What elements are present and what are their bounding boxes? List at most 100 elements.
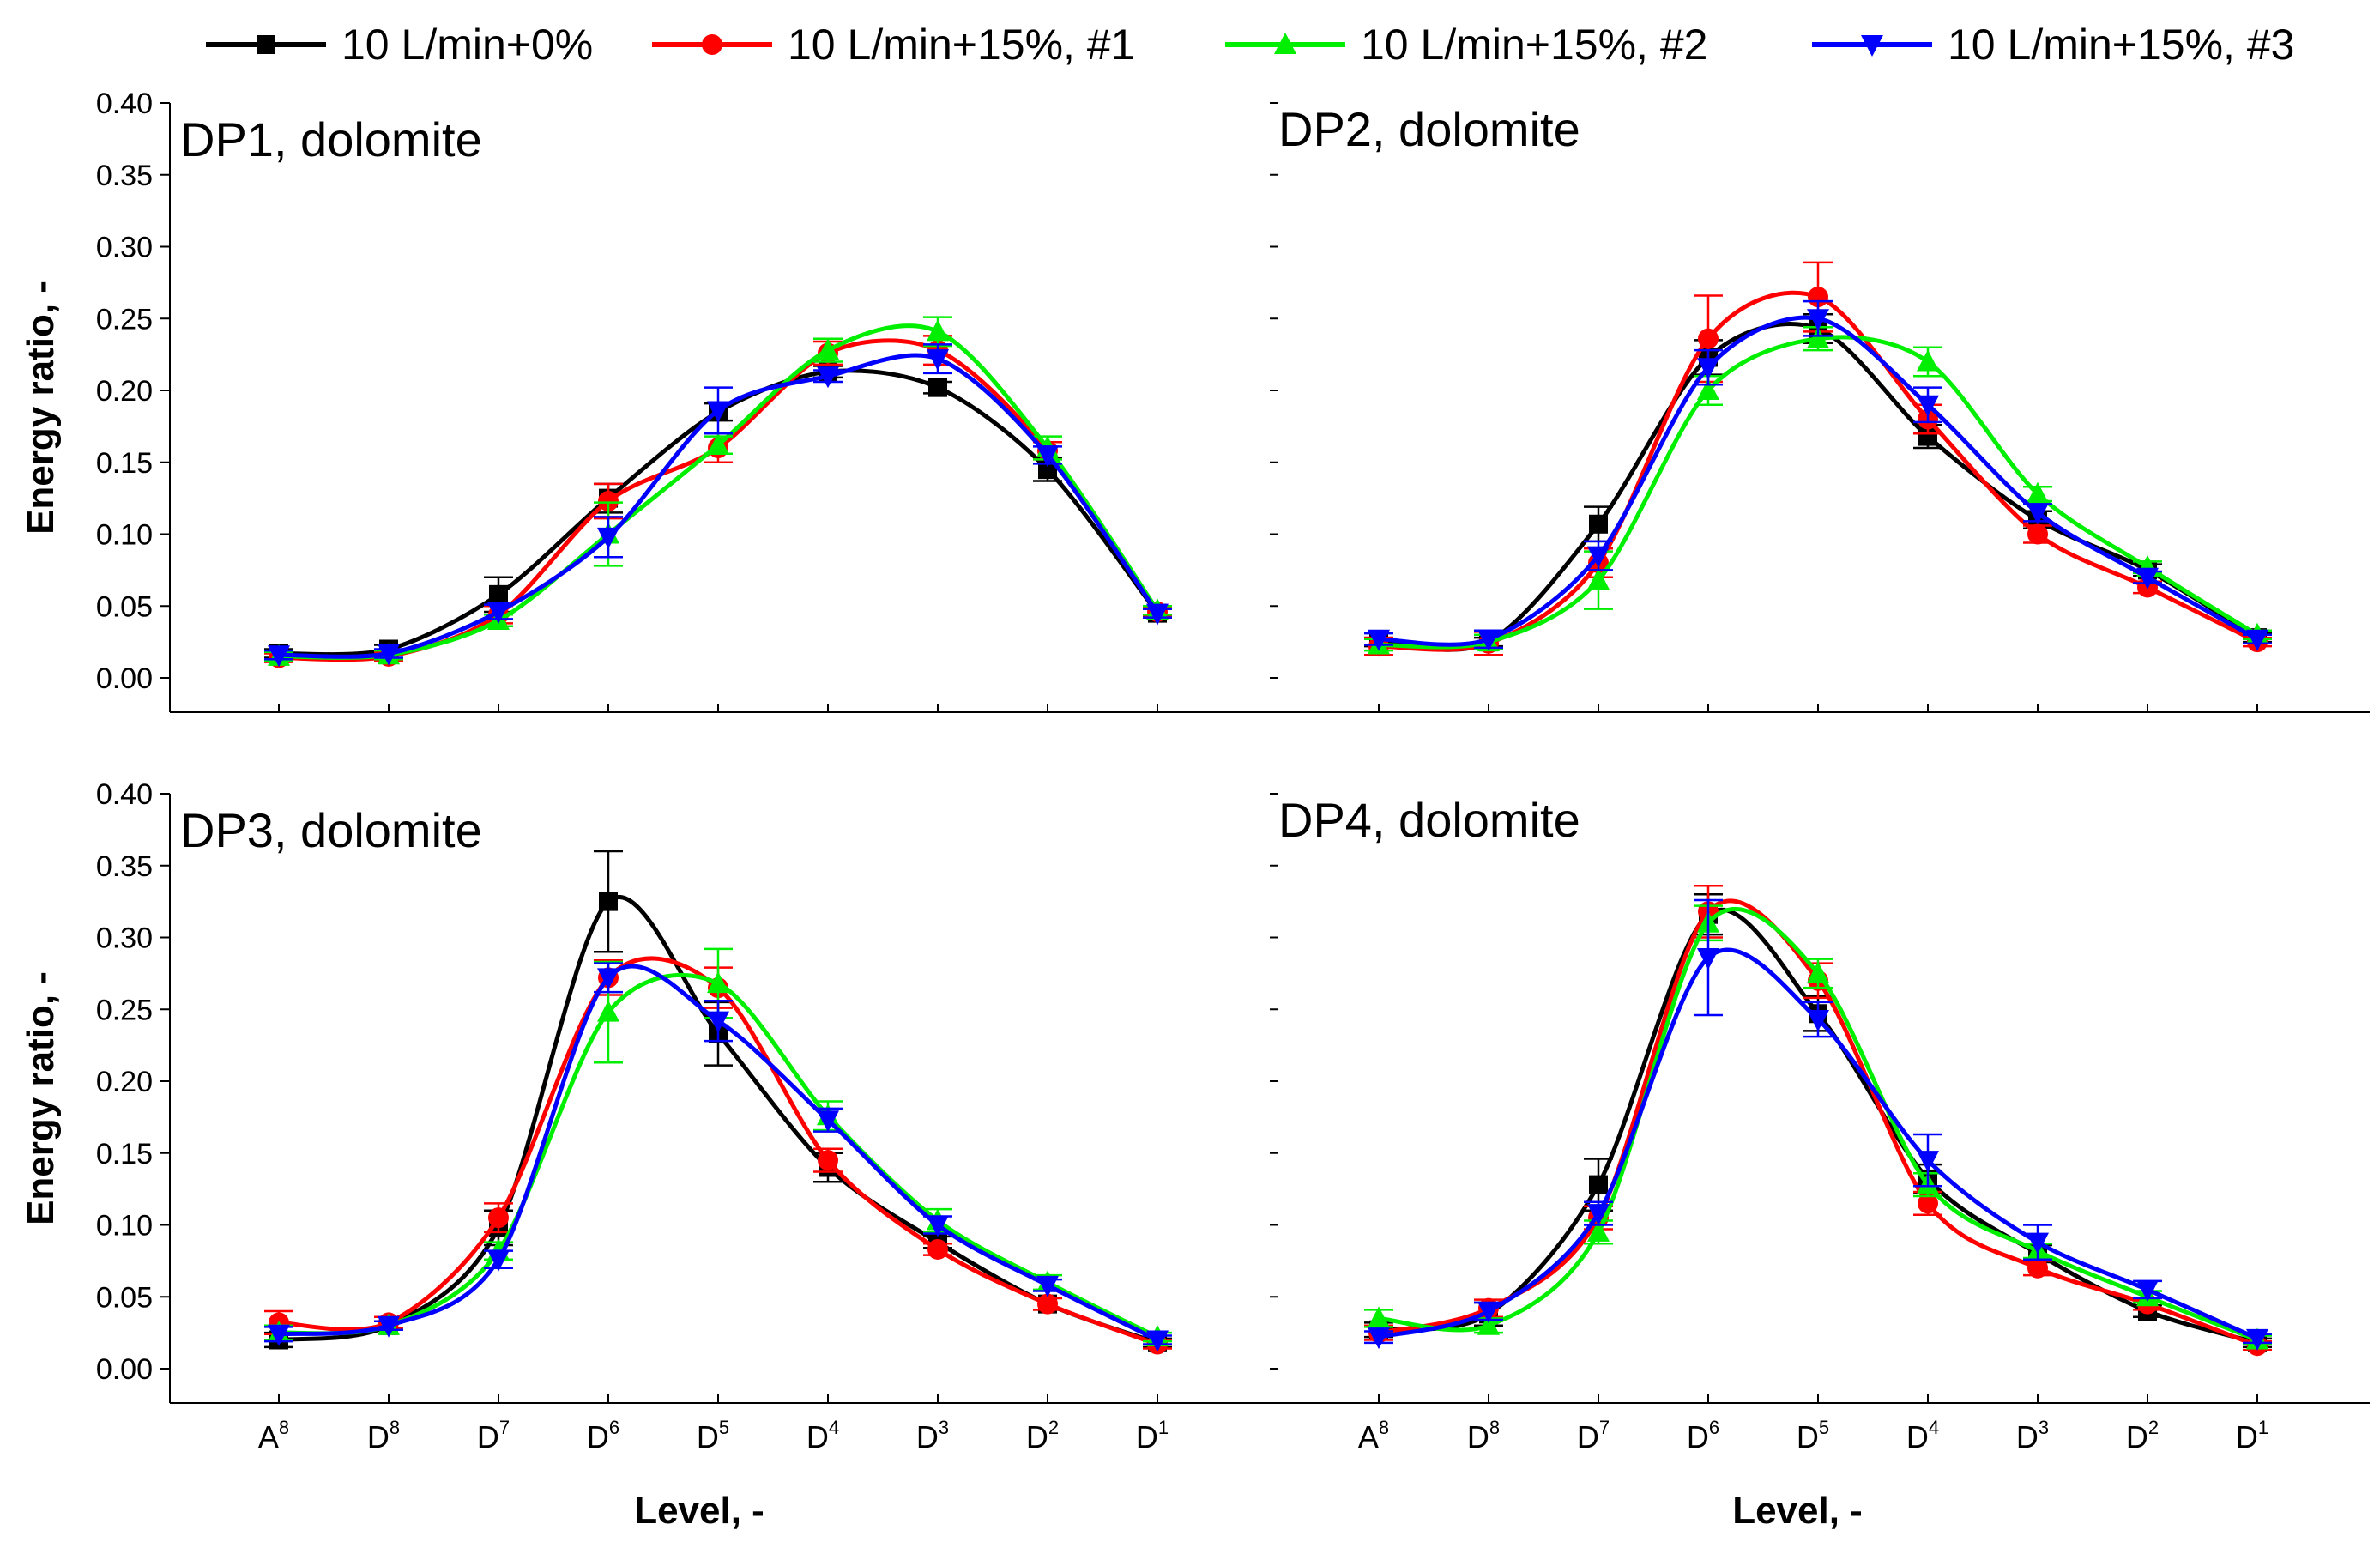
x-tick-label: A8 xyxy=(258,1417,289,1454)
panels: 0.00 0.05 0.10 0.15 0.20 0.25 0.30 0.35 0.40 DP1,… xyxy=(96,88,2370,1454)
legend-entry: 10 L/min+15%, #1 xyxy=(652,21,1134,69)
data-point xyxy=(818,1150,838,1171)
data-point xyxy=(1146,1330,1169,1352)
legend-label: 10 L/min+15%, #3 xyxy=(1948,21,2294,69)
data-point xyxy=(2136,1279,2159,1302)
data-point xyxy=(488,1207,509,1229)
x-tick-label: D2 xyxy=(1026,1417,1059,1454)
x-tick-label-base: D xyxy=(587,1419,609,1454)
y-tick-label: 0.00 xyxy=(96,1353,153,1386)
x-tick-label: D7 xyxy=(477,1417,510,1454)
data-point xyxy=(1589,514,1608,534)
x-tick-label-sup: 5 xyxy=(719,1417,729,1438)
y-tick-label: 0.10 xyxy=(96,1210,153,1243)
series-line xyxy=(1378,947,2259,1341)
data-point xyxy=(489,584,508,604)
series-3 xyxy=(1364,904,2272,1350)
series-line xyxy=(1378,898,2258,1348)
y-tick-label: 0.05 xyxy=(96,1281,153,1314)
panel-1: 0.00 0.05 0.10 0.15 0.20 0.25 0.30 0.35 0.40 DP1,… xyxy=(96,88,1270,713)
panel-title: DP1, dolomite xyxy=(180,112,482,166)
data-point xyxy=(2027,503,2049,525)
data-point xyxy=(1917,395,1939,417)
data-point xyxy=(817,1110,839,1133)
x-tick-label-sup: 8 xyxy=(279,1417,289,1438)
x-tick-label-base: D xyxy=(1797,1419,1819,1454)
data-point xyxy=(927,349,949,372)
y-tick-label: 0.15 xyxy=(96,447,153,480)
y-tick-label: 0.35 xyxy=(96,850,153,883)
data-point xyxy=(927,1238,948,1260)
x-tick-label-base: A xyxy=(258,1419,279,1454)
legend-label: 10 L/min+15%, #1 xyxy=(788,21,1134,69)
legend-marker xyxy=(1274,33,1296,54)
x-tick-label-base: D xyxy=(2016,1419,2039,1454)
x-tick-label-base: D xyxy=(1577,1419,1599,1454)
data-point xyxy=(2027,1257,2048,1279)
data-point xyxy=(2246,629,2268,651)
x-tick-label-base: D xyxy=(1906,1419,1929,1454)
data-point xyxy=(1587,546,1610,568)
data-point xyxy=(1036,1275,1059,1297)
data-point xyxy=(1918,426,1937,446)
x-tick-label-base: D xyxy=(697,1419,719,1454)
legend-entry: 10 L/min+15%, #3 xyxy=(1812,21,2294,69)
y-tick-label: 0.30 xyxy=(96,232,153,264)
data-point xyxy=(1368,1306,1390,1328)
x-tick-label-base: D xyxy=(1687,1419,1709,1454)
series-4 xyxy=(264,962,1172,1352)
data-point xyxy=(599,892,618,911)
data-point xyxy=(927,1215,949,1237)
y-tick-label: 0.25 xyxy=(96,303,153,336)
data-point xyxy=(927,319,949,342)
x-tick-label-base: A xyxy=(1358,1419,1379,1454)
data-point xyxy=(1697,378,1719,400)
y-tick-label: 0.40 xyxy=(96,88,153,120)
x-tick-label-base: D xyxy=(2236,1419,2258,1454)
x-tick-label-sup: 4 xyxy=(829,1417,839,1438)
x-tick-label: D6 xyxy=(1687,1417,1719,1454)
data-point xyxy=(597,968,619,990)
panel-title: DP2, dolomite xyxy=(1278,102,1580,156)
y-tick-label: 0.40 xyxy=(96,778,153,811)
y-axis-title: Energy ratio, - xyxy=(20,971,62,1225)
x-tick-label-sup: 2 xyxy=(2148,1417,2159,1438)
legend-label: 10 L/min+15%, #2 xyxy=(1361,21,1707,69)
series-4 xyxy=(1364,898,2272,1351)
data-point xyxy=(1477,1313,1500,1335)
x-tick-label: D3 xyxy=(916,1417,949,1454)
y-tick-label: 0.10 xyxy=(96,519,153,552)
data-point xyxy=(1697,358,1719,380)
x-tick-label-sup: 3 xyxy=(939,1417,949,1438)
x-tick-label: D6 xyxy=(587,1417,619,1454)
x-tick-label-sup: 1 xyxy=(1158,1417,1169,1438)
legend-label: 10 L/min+0% xyxy=(341,21,593,69)
x-tick-label: D7 xyxy=(1577,1417,1610,1454)
x-tick-label-base: D xyxy=(806,1419,829,1454)
y-tick-label: 0.35 xyxy=(96,160,153,192)
data-point xyxy=(378,644,400,666)
data-point xyxy=(1368,1327,1390,1350)
data-point xyxy=(268,1324,290,1346)
series-4 xyxy=(264,343,1172,668)
data-point xyxy=(1807,961,1829,983)
x-tick-label-sup: 7 xyxy=(499,1417,510,1438)
data-point xyxy=(598,490,619,511)
panel-title: DP3, dolomite xyxy=(180,803,482,857)
series-4 xyxy=(1364,299,2272,651)
x-tick-label-sup: 5 xyxy=(1819,1417,1829,1438)
y-tick-label: 0.20 xyxy=(96,375,153,408)
x-tick-label-base: D xyxy=(1467,1419,1489,1454)
series-line xyxy=(278,323,1160,660)
data-point xyxy=(1036,445,1059,468)
y-tick-label: 0.00 xyxy=(96,662,153,695)
legend-marker xyxy=(702,34,722,55)
series-line xyxy=(1378,907,2258,1345)
legend-marker xyxy=(1861,35,1883,57)
data-point xyxy=(1698,328,1719,349)
x-tick-label-base: D xyxy=(477,1419,499,1454)
x-axis-title: Level, - xyxy=(634,1490,764,1532)
x-tick-label: D8 xyxy=(367,1417,400,1454)
x-tick-label-sup: 3 xyxy=(2039,1417,2049,1438)
data-point xyxy=(378,1315,400,1338)
